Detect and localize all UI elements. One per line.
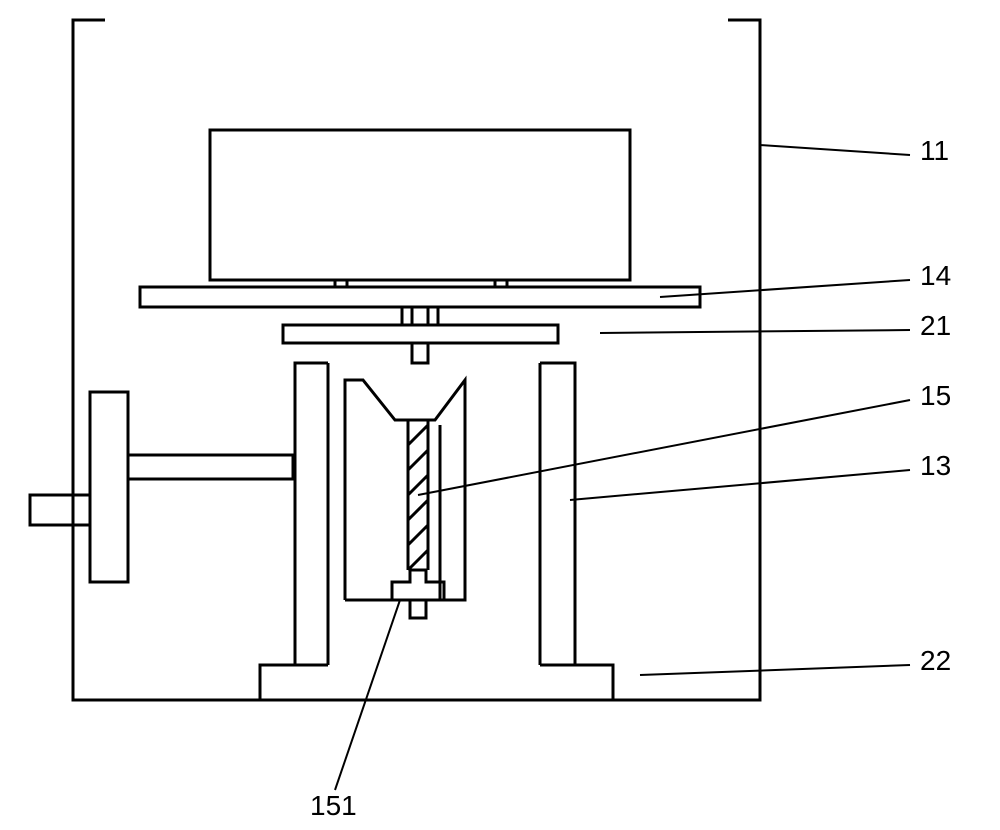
label-14: 14: [920, 260, 951, 291]
peg-14-to-21-right: [428, 307, 438, 325]
peg-14-to-21-left: [402, 307, 412, 325]
plate-14: [140, 287, 700, 307]
diagram-svg: 11 14 21 15 13 22 151: [0, 0, 1000, 830]
cross-151: [392, 570, 444, 618]
upper-block: [210, 130, 630, 280]
label-11: 11: [920, 135, 949, 166]
label-151: 151: [310, 790, 357, 821]
peg-21-to-13: [412, 343, 428, 363]
label-21: 21: [920, 310, 951, 341]
plate-21: [283, 325, 558, 343]
label-22: 22: [920, 645, 951, 676]
leader-lines: [335, 145, 910, 790]
housing-13: [260, 363, 613, 700]
label-15: 15: [920, 380, 951, 411]
outer-frame-11: [73, 20, 760, 700]
label-13: 13: [920, 450, 951, 481]
left-motor: [30, 392, 293, 582]
